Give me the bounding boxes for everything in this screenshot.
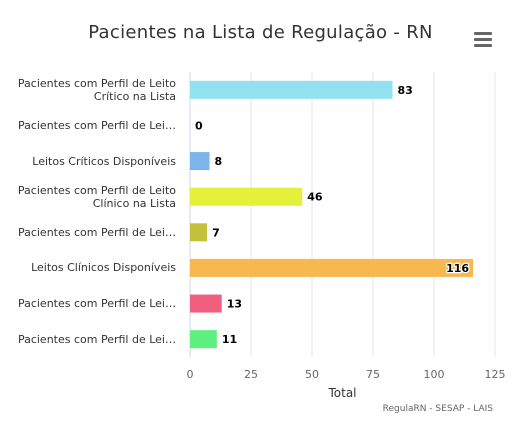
x-axis-title: Total bbox=[328, 386, 357, 400]
bar bbox=[190, 80, 393, 99]
data-label: 46 bbox=[307, 191, 323, 204]
x-tick-label: 125 bbox=[485, 368, 506, 381]
category-label: Leitos Clínicos Disponíveis bbox=[6, 261, 176, 274]
x-tick-label: 50 bbox=[305, 368, 319, 381]
category-label-line: Pacientes com Perfil de Lei… bbox=[17, 332, 176, 346]
data-label: 11 bbox=[222, 333, 237, 346]
data-label: 0 bbox=[195, 119, 203, 132]
bar bbox=[190, 294, 222, 313]
x-tick-label: 0 bbox=[187, 368, 194, 381]
hamburger-menu-icon[interactable] bbox=[474, 32, 494, 48]
category-label-line: Pacientes com Perfil de Leito bbox=[17, 183, 176, 197]
data-label: 116 bbox=[446, 262, 469, 275]
category-label-line: Leitos Críticos Disponíveis bbox=[32, 154, 176, 168]
bar bbox=[190, 152, 210, 171]
category-label-line: Pacientes com Perfil de Lei… bbox=[17, 225, 176, 239]
bar bbox=[190, 187, 303, 206]
category-label: Pacientes com Perfil de Lei… bbox=[6, 119, 176, 132]
category-label-line: Pacientes com Perfil de Lei… bbox=[17, 297, 176, 311]
bar bbox=[190, 223, 208, 242]
category-label-line: Pacientes com Perfil de Lei… bbox=[17, 118, 176, 132]
data-label: 83 bbox=[398, 84, 413, 97]
x-tick-label: 75 bbox=[366, 368, 380, 381]
bar bbox=[190, 258, 474, 277]
data-label: 13 bbox=[227, 298, 242, 311]
data-label: 8 bbox=[215, 155, 223, 168]
category-label: Leitos Críticos Disponíveis bbox=[6, 155, 176, 168]
credits: RegulaRN - SESAP - LAIS bbox=[382, 404, 493, 414]
category-label-line: Leitos Clínicos Disponíveis bbox=[31, 261, 176, 275]
category-label-line: Pacientes com Perfil de Leito bbox=[17, 76, 176, 90]
category-label: Pacientes com Perfil de Lei… bbox=[6, 333, 176, 346]
category-label-line: Clínico na Lista bbox=[92, 196, 176, 210]
x-tick-label: 100 bbox=[424, 368, 445, 381]
category-label: Pacientes com Perfil de Lei… bbox=[6, 226, 176, 239]
category-label-line: Crítico na Lista bbox=[93, 89, 176, 103]
category-label: Pacientes com Perfil de Leito Clínico na … bbox=[6, 184, 176, 210]
data-label: 7 bbox=[212, 226, 220, 239]
bar bbox=[190, 330, 217, 349]
chart-title: Pacientes na Lista de Regulação - RN bbox=[88, 22, 433, 43]
category-label: Pacientes com Perfil de Lei… bbox=[6, 297, 176, 310]
category-label: Pacientes com Perfil de Leito Crítico na … bbox=[6, 77, 176, 103]
x-tick-label: 25 bbox=[244, 368, 258, 381]
